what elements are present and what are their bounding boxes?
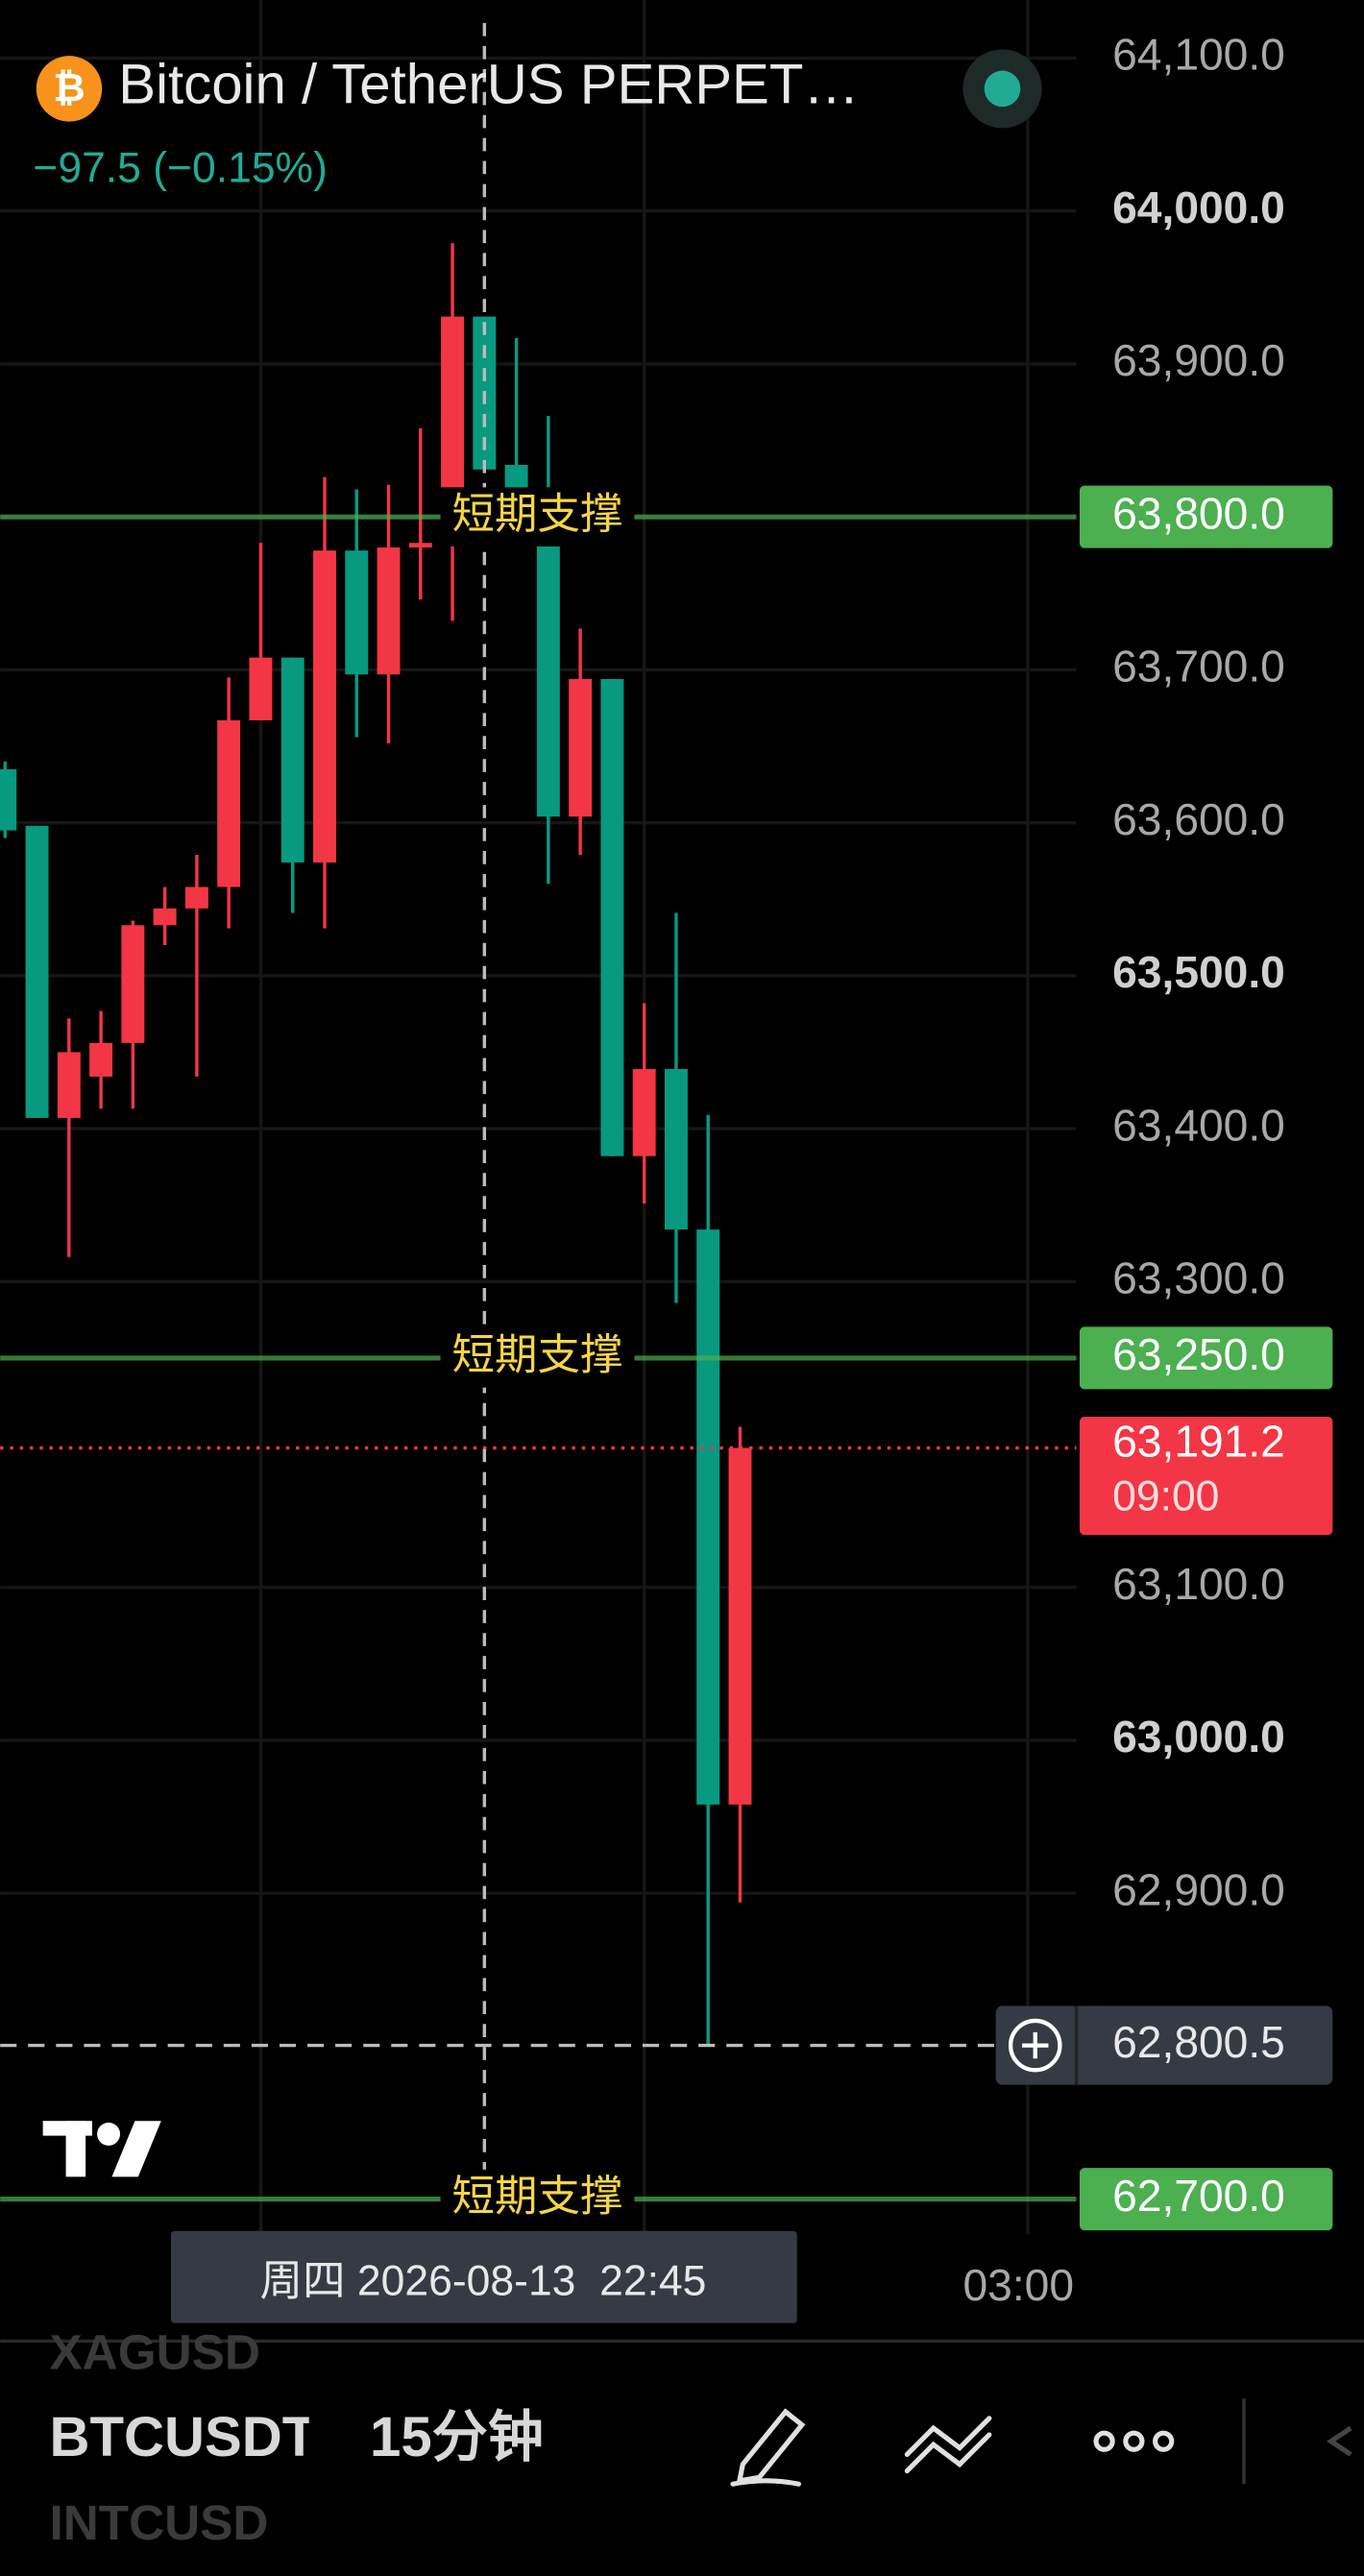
x-tick-label: 03:00: [962, 2260, 1074, 2310]
candle-body: [632, 1068, 656, 1156]
candle-body: [408, 543, 432, 548]
candle-body: [441, 316, 465, 526]
status-dot: [984, 70, 1021, 108]
candle-body: [280, 657, 304, 863]
support-badge: [1079, 2168, 1333, 2231]
crosshair-time-label: 周四 2026-08-13 22:45: [260, 2257, 707, 2304]
support-text-bg: [440, 487, 635, 547]
support-badge-label: 63,250.0: [1112, 1329, 1285, 1379]
symbol-above[interactable]: XAGUSD: [49, 2324, 259, 2379]
y-tick-label: 64,100.0: [1112, 30, 1285, 80]
y-tick-label: 63,000.0: [1112, 1712, 1285, 1762]
last-price-badge: [1079, 1417, 1333, 1536]
candle-body: [600, 678, 624, 1156]
symbol[interactable]: BTCUSDT: [49, 2406, 316, 2468]
candle-body: [25, 825, 49, 1118]
support-badge: [1079, 485, 1333, 548]
price-change: −97.5 (−0.15%): [33, 145, 328, 192]
plot: [0, 243, 1077, 2202]
support-text-bg: [440, 2169, 635, 2229]
candle-body: [728, 1447, 752, 1805]
support-text: 短期支撑: [452, 491, 623, 538]
y-tick-label: 63,900.0: [1112, 335, 1285, 385]
support-text: 短期支撑: [452, 1332, 623, 1379]
crosshair-time-badge: [171, 2230, 797, 2323]
countdown-label: 09:00: [1112, 1472, 1219, 1519]
add-alert-button[interactable]: [1008, 2018, 1062, 2073]
y-tick-label: 63,700.0: [1112, 642, 1285, 692]
support-badge-label: 62,700.0: [1112, 2171, 1285, 2221]
y-tick-label: 64,000.0: [1112, 182, 1285, 232]
candle-body: [217, 719, 241, 887]
symbol-below[interactable]: INTCUSD: [49, 2495, 268, 2550]
candle-body: [0, 768, 17, 831]
y-tick-label: 62,900.0: [1112, 1864, 1285, 1914]
support-text-bg: [440, 1328, 635, 1388]
support-badge: [1079, 1326, 1333, 1390]
candle-body: [377, 547, 401, 675]
overlay: 64,100.0 64,000.0 63,900.0 63,800.0 63,700.0…: [0, 22, 1333, 2323]
candle-body: [313, 550, 336, 863]
y-tick-label: 63,500.0: [1112, 947, 1285, 997]
crosshair-price-label: 62,800.5: [1112, 2017, 1285, 2067]
bitcoin-icon: [36, 56, 103, 122]
candle-body: [569, 678, 593, 817]
candle-body: [153, 908, 177, 926]
interval[interactable]: 15分钟: [370, 2406, 544, 2468]
support-text: 短期支撑: [452, 2173, 623, 2220]
candle-body: [536, 501, 560, 817]
more-tool[interactable]: [1093, 2430, 1175, 2452]
y-tick-label: 63,300.0: [1112, 1252, 1285, 1302]
bitcoin-icon-glyph: ₿: [53, 65, 85, 109]
candle-body: [184, 887, 208, 909]
y-tick-label: 63,400.0: [1112, 1100, 1285, 1150]
back-arrow[interactable]: [1327, 2425, 1352, 2457]
draw-tool[interactable]: [730, 2408, 806, 2487]
symbol-title: Bitcoin / TetherUS PERPET…: [118, 54, 859, 116]
candle-body: [249, 657, 273, 720]
candle-body: [696, 1229, 720, 1805]
candle-body: [57, 1052, 81, 1118]
tv-logo: [42, 2121, 161, 2177]
candle-body: [89, 1042, 113, 1077]
y-tick-label: 63,600.0: [1112, 794, 1285, 844]
last-price-label: 63,191.2: [1112, 1416, 1285, 1466]
crosshair-price-badge: [995, 2005, 1333, 2085]
support-badge-label: 63,800.0: [1112, 488, 1285, 538]
y-tick-label: 63,100.0: [1112, 1559, 1285, 1609]
candle-body: [664, 1068, 688, 1230]
indicator-tool[interactable]: [904, 2416, 992, 2474]
candle-body: [121, 925, 145, 1043]
candle-body: [345, 550, 369, 675]
add-alert-plus: [1022, 2031, 1049, 2059]
